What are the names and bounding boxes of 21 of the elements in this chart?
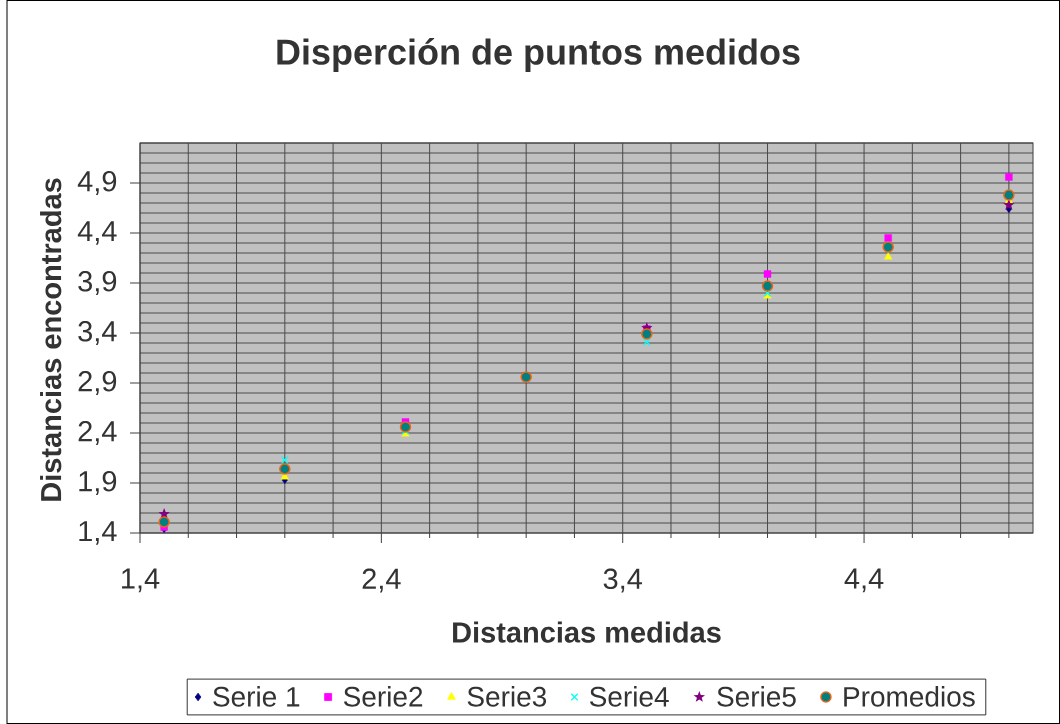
y-tick-label: 1,9 bbox=[79, 471, 117, 495]
x-tick-label: 1,4 bbox=[122, 568, 160, 593]
y-axis-title: Distancias encontradas bbox=[40, 178, 62, 501]
y-tick-label: 3,9 bbox=[78, 271, 117, 295]
legend-label: Promedios bbox=[844, 686, 975, 707]
legend-label: Serie 1 bbox=[213, 686, 300, 707]
y-tick-label: 4,9 bbox=[77, 171, 117, 195]
y-tick-label: 2,9 bbox=[78, 371, 117, 395]
x-axis-title: Distancias medidas bbox=[453, 621, 721, 643]
x-tick-label: 3,4 bbox=[603, 568, 643, 593]
legend-label: Serie2 bbox=[343, 686, 423, 707]
y-tick-label: 3,4 bbox=[78, 321, 117, 345]
legend-label: Serie5 bbox=[717, 686, 796, 707]
legend-label: Serie4 bbox=[589, 686, 669, 707]
y-tick-label: 1,4 bbox=[79, 521, 117, 545]
y-tick-label: 2,4 bbox=[78, 421, 117, 445]
x-tick-label: 2,4 bbox=[362, 568, 401, 593]
chart-title: Disperción de puntos medidos bbox=[277, 38, 800, 72]
x-tick-label: 4,4 bbox=[844, 568, 884, 593]
y-tick-label: 4,4 bbox=[77, 221, 117, 245]
legend-label: Serie3 bbox=[467, 686, 547, 707]
